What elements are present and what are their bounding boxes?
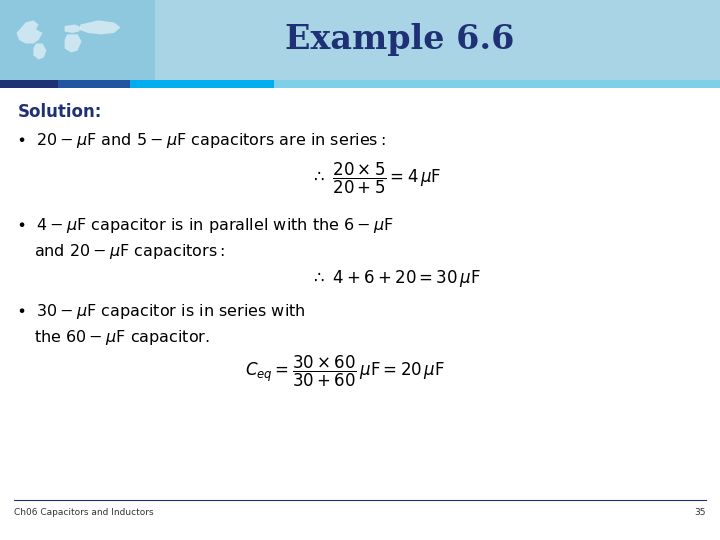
FancyBboxPatch shape — [0, 0, 155, 80]
FancyBboxPatch shape — [58, 80, 130, 88]
Text: $\therefore\ 4+6+20=30\,\mu\mathrm{F}$: $\therefore\ 4+6+20=30\,\mu\mathrm{F}$ — [310, 268, 481, 289]
Polygon shape — [65, 24, 81, 33]
Text: $\mathrm{and}\ 20-\mu\mathrm{F}\ \mathrm{capacitors:}$: $\mathrm{and}\ 20-\mu\mathrm{F}\ \mathrm… — [34, 242, 225, 261]
FancyBboxPatch shape — [130, 80, 274, 88]
Text: $\mathrm{the}\ 60-\mu\mathrm{F}\ \mathrm{capacitor.}$: $\mathrm{the}\ 60-\mu\mathrm{F}\ \mathrm… — [34, 328, 210, 347]
Text: Solution:: Solution: — [18, 103, 102, 121]
Text: $C_{eq} = \dfrac{30\times 60}{30+60}\,\mu\mathrm{F} = 20\,\mu\mathrm{F}$: $C_{eq} = \dfrac{30\times 60}{30+60}\,\m… — [245, 354, 445, 389]
Polygon shape — [33, 43, 46, 59]
Text: $\bullet\ \ 4-\mu\mathrm{F}\ \mathrm{capacitor\ is\ in\ parallel\ with\ the}\ 6-: $\bullet\ \ 4-\mu\mathrm{F}\ \mathrm{cap… — [16, 216, 394, 235]
FancyBboxPatch shape — [0, 80, 58, 88]
Polygon shape — [17, 21, 42, 43]
Text: $\therefore\ \dfrac{20\times 5}{20+5} = 4\,\mu\mathrm{F}$: $\therefore\ \dfrac{20\times 5}{20+5} = … — [310, 161, 441, 196]
FancyBboxPatch shape — [274, 80, 720, 88]
Text: $\bullet\ \ 30-\mu\mathrm{F}\ \mathrm{capacitor\ is\ in\ series\ with}$: $\bullet\ \ 30-\mu\mathrm{F}\ \mathrm{ca… — [16, 302, 306, 321]
Polygon shape — [65, 35, 81, 52]
Text: Example 6.6: Example 6.6 — [285, 23, 515, 57]
Polygon shape — [80, 21, 120, 35]
Text: $\bullet\ \ 20-\mu\mathrm{F}\ \mathrm{and}\ 5-\mu\mathrm{F}\ \mathrm{capacitors\: $\bullet\ \ 20-\mu\mathrm{F}\ \mathrm{an… — [16, 131, 386, 150]
Text: Ch06 Capacitors and Inductors: Ch06 Capacitors and Inductors — [14, 508, 153, 517]
FancyBboxPatch shape — [0, 0, 720, 80]
Text: 35: 35 — [695, 508, 706, 517]
